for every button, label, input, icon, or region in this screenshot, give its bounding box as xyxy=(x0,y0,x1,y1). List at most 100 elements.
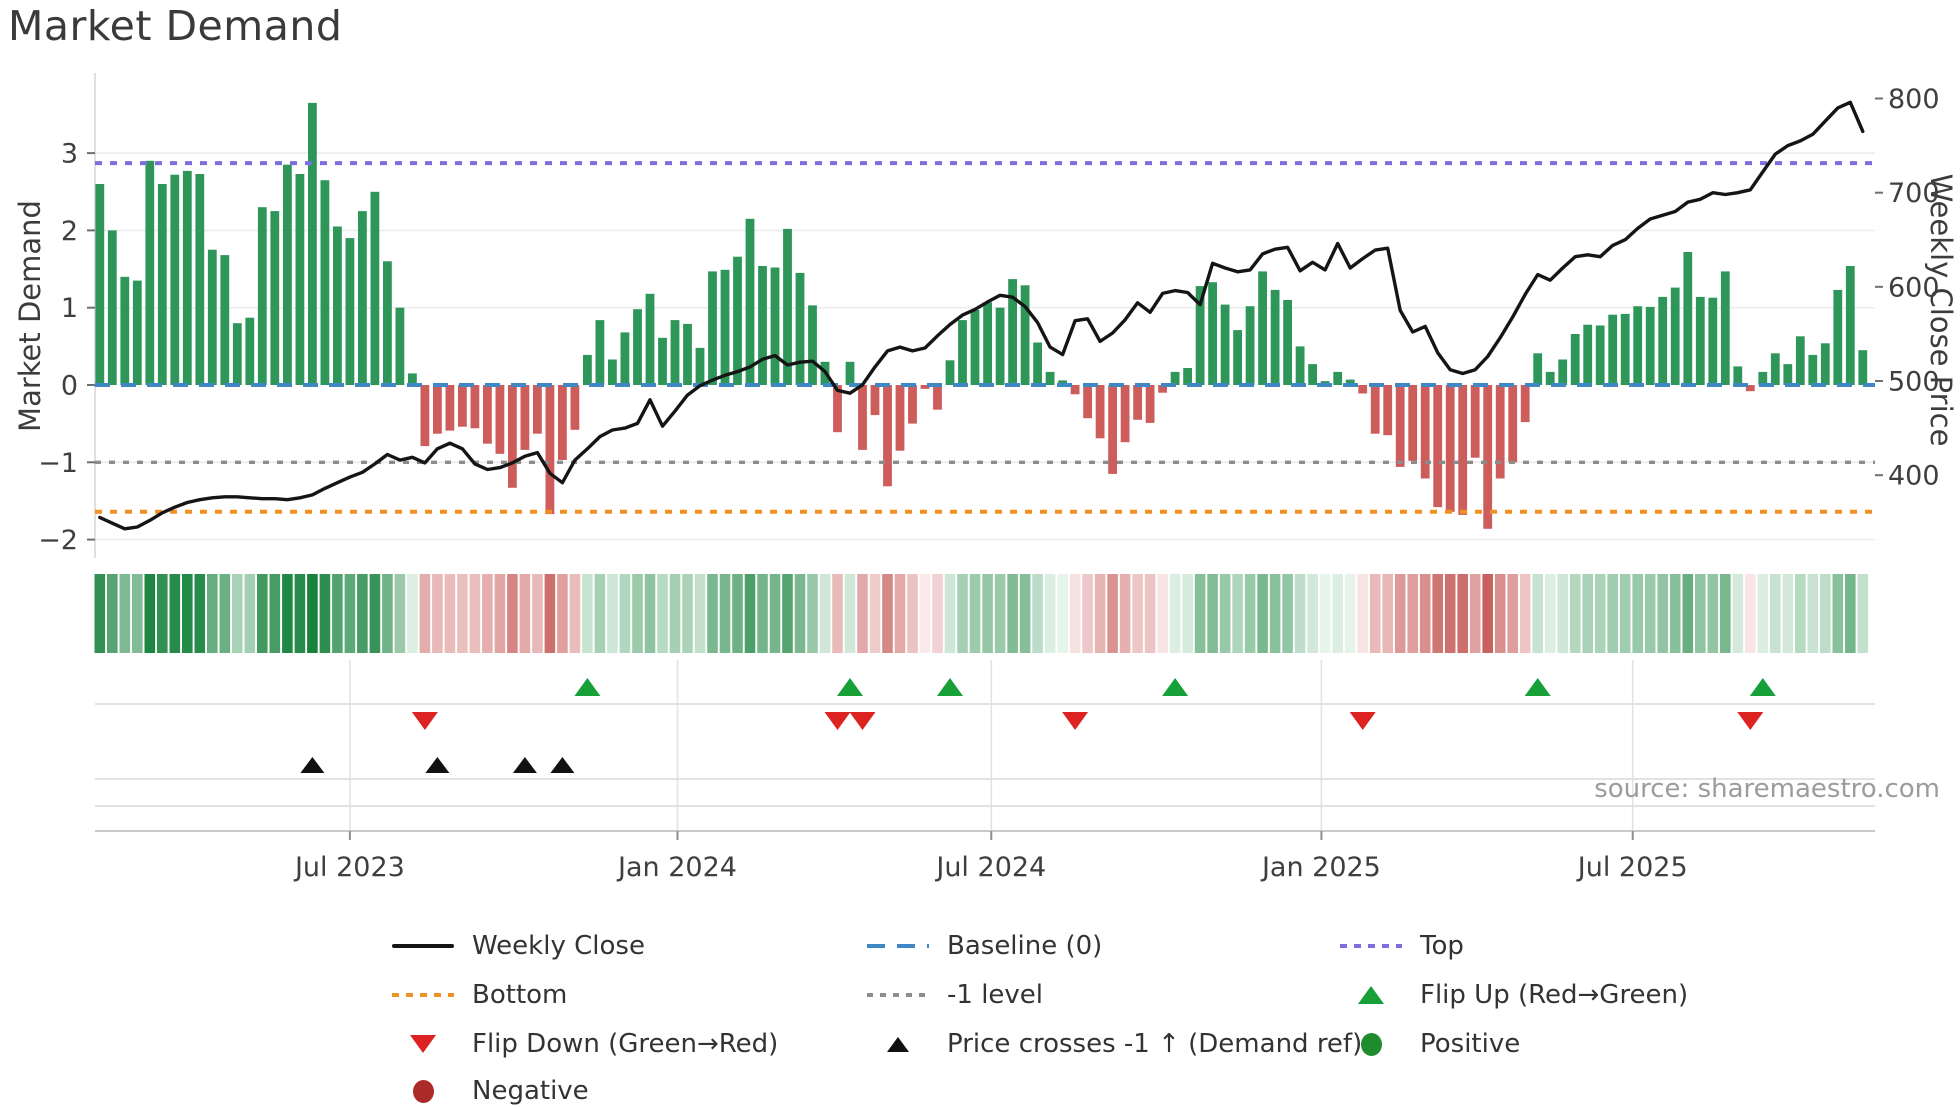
flip-down-marker xyxy=(411,712,438,730)
demand-bar xyxy=(1808,354,1818,385)
left-tick-label: 1 xyxy=(61,293,78,324)
demand-bar xyxy=(845,361,855,385)
flip-up-marker xyxy=(1162,678,1189,696)
demand-bar xyxy=(132,280,142,385)
heatmap-cell xyxy=(457,574,468,653)
demand-bar xyxy=(1683,252,1693,385)
demand-bar xyxy=(1833,289,1843,385)
demand-bar xyxy=(1408,385,1418,461)
demand-bar xyxy=(1758,371,1768,385)
heatmap-cell xyxy=(619,574,631,653)
demand-bar xyxy=(520,385,530,450)
heatmap-cell xyxy=(807,574,818,653)
heatmap-cell xyxy=(994,574,1006,653)
demand-bar xyxy=(708,271,717,385)
demand-bar xyxy=(232,323,242,385)
demand-bar xyxy=(257,207,267,385)
flip-down-marker xyxy=(849,712,876,730)
demand-bar xyxy=(720,269,730,385)
demand-bar xyxy=(958,320,967,385)
flip-up-marker xyxy=(837,678,863,696)
heatmap-cell xyxy=(1695,574,1706,653)
heatmap-cell xyxy=(519,574,531,653)
heatmap-cell xyxy=(1469,574,1481,653)
heatmap-cell xyxy=(169,574,181,653)
heatmap-cell xyxy=(544,574,556,653)
heatmap-cell xyxy=(132,574,143,653)
heatmap-cell xyxy=(1157,574,1168,653)
heatmap-cell xyxy=(832,574,843,653)
demand-bar xyxy=(858,385,867,450)
heatmap-cell xyxy=(907,574,918,653)
heatmap-cell xyxy=(1745,574,1756,653)
demand-bar xyxy=(308,102,317,386)
heatmap-cell xyxy=(1369,574,1381,653)
heatmap-cell xyxy=(232,574,243,653)
heatmap-cell xyxy=(819,574,831,653)
demand-bar xyxy=(1595,325,1605,385)
demand-bar xyxy=(1783,364,1793,385)
heatmap-cell xyxy=(1132,574,1143,653)
demand-bar xyxy=(1370,385,1380,434)
heatmap-cell xyxy=(1619,574,1631,653)
heatmap-cell xyxy=(1857,574,1869,653)
right-tick-label: 500 xyxy=(1888,367,1940,398)
demand-bar xyxy=(1583,324,1593,385)
demand-bar xyxy=(583,354,592,385)
demand-bar xyxy=(745,218,755,385)
heatmap-cell xyxy=(282,574,293,653)
heatmap-cell xyxy=(407,574,418,653)
demand-bar xyxy=(658,337,667,385)
demand-bar xyxy=(295,174,305,385)
demand-bar xyxy=(870,385,880,416)
demand-bar xyxy=(1608,314,1618,385)
heatmap-cell xyxy=(844,574,856,653)
flip-up-marker xyxy=(937,678,963,696)
demand-bar xyxy=(670,320,680,385)
demand-bar xyxy=(1108,385,1117,474)
demand-bar xyxy=(1445,385,1455,512)
heatmap-cell xyxy=(432,574,443,653)
demand-bar xyxy=(170,174,180,385)
demand-bar xyxy=(270,211,280,385)
demand-bar xyxy=(1620,313,1630,385)
heatmap-cell xyxy=(1332,574,1343,653)
flip-up-marker xyxy=(1749,678,1776,696)
source-credit: source: sharemaestro.com xyxy=(1594,774,1940,804)
heatmap-cell xyxy=(1057,574,1068,653)
demand-bar xyxy=(1508,385,1518,463)
heatmap-cell xyxy=(1807,574,1819,653)
heatmap-cell xyxy=(1207,574,1218,653)
demand-bar xyxy=(1270,289,1280,385)
demand-bar xyxy=(1333,371,1343,385)
heatmap-cell xyxy=(119,574,131,653)
heatmap-cell xyxy=(1820,574,1831,653)
demand-bar xyxy=(1458,385,1468,515)
demand-bar xyxy=(1283,300,1292,385)
flip-up-marker xyxy=(574,678,601,696)
heatmap-cell xyxy=(94,574,106,653)
heatmap-cell xyxy=(1632,574,1643,653)
demand-bar xyxy=(1708,297,1718,385)
demand-bar xyxy=(1433,385,1443,508)
flip-down-marker xyxy=(1349,712,1376,730)
demand-bar xyxy=(983,302,992,385)
heatmap-cell xyxy=(557,574,568,653)
heatmap-cell xyxy=(644,574,656,653)
demand-bar xyxy=(808,305,817,385)
x-tick-label: Jul 2024 xyxy=(934,852,1046,883)
demand-bar xyxy=(1195,286,1205,385)
heatmap-cell xyxy=(582,574,593,653)
price-cross-marker xyxy=(425,757,450,773)
x-tick-label: Jan 2025 xyxy=(1260,852,1381,883)
demand-bar xyxy=(1383,385,1393,436)
demand-bar xyxy=(1483,385,1493,529)
heatmap-cell xyxy=(782,574,793,653)
heatmap-cell xyxy=(1182,574,1193,653)
heatmap-cell xyxy=(1357,574,1368,653)
demand-bar xyxy=(1720,271,1730,385)
heatmap-cell xyxy=(919,574,931,653)
demand-bar xyxy=(145,160,155,385)
heatmap-cell xyxy=(732,574,743,653)
